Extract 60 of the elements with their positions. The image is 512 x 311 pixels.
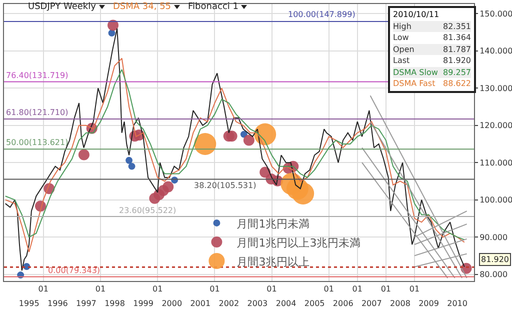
ref-line-label: 23.60(95.522) — [119, 206, 176, 215]
annotation: High — [393, 20, 412, 32]
y-tick-label: 80.000 — [480, 270, 508, 280]
annotation: Last — [393, 55, 410, 66]
x2-tick-label: 2010 — [447, 299, 468, 308]
x-tick-label: 01 — [409, 284, 420, 294]
annotation: 81.920 — [443, 55, 471, 66]
y-tick-label: 150.000 — [480, 9, 512, 18]
x-tick-label: 01 — [152, 284, 163, 294]
x-tick-label: 01 — [210, 284, 220, 294]
x-tick-label: 01 — [352, 284, 362, 294]
x2-tick-label: 2008 — [390, 299, 410, 308]
annotation: 2010/10/11 — [393, 9, 440, 20]
annotation: 81.787 — [443, 44, 471, 55]
x2-tick-label: 2001 — [190, 299, 211, 308]
x2-tick-label: 1999 — [133, 299, 154, 308]
x2-tick-label: 2004 — [276, 299, 296, 308]
legend-label: 月間1兆円未満 — [236, 217, 310, 230]
x2-tick-label: 2002 — [218, 299, 240, 308]
annotation: DSMA Fast — [393, 78, 436, 90]
x2-tick-label: 1996 — [48, 299, 68, 308]
y-tick-label: 100.000 — [480, 196, 512, 205]
annotation: 81.364 — [443, 32, 471, 44]
legend-label: 月間1兆円以上3兆円未満 — [236, 236, 361, 250]
legend-label: 月間3兆円以上 — [236, 255, 310, 268]
ref-line-label: 38.20(105.531) — [194, 181, 256, 190]
x-tick-label: 01 — [324, 284, 334, 294]
x2-tick-label: 2003 — [247, 299, 268, 308]
y-tick-label: 90.000 — [480, 232, 508, 242]
annotation: 88.622 — [443, 78, 471, 90]
annotation: DSMA Slow — [393, 66, 438, 78]
annotation: 82.351 — [443, 20, 471, 32]
annotation: USDJPY Weekly — [28, 2, 96, 12]
ref-line-label: 0.00(79.343) — [48, 266, 100, 275]
x-tick-label: 01 — [380, 284, 392, 294]
annotation: DSMA 34, 55 — [112, 2, 172, 12]
annotation: Open — [393, 44, 414, 55]
x-tick-label: 01 — [266, 284, 277, 294]
x2-tick-label: 2005 — [304, 299, 325, 308]
ref-line-label: 81.920 — [481, 255, 509, 264]
x2-tick-label: 1997 — [76, 299, 96, 308]
x2-tick-label: 2009 — [418, 299, 439, 308]
x2-tick-label: 2000 — [162, 299, 182, 308]
ref-line-label: 50.00(113.621) — [6, 138, 68, 147]
y-tick-label: 120.000 — [480, 121, 512, 130]
x2-tick-label: 2006 — [332, 299, 354, 308]
ref-line-label: 76.40(131.719) — [6, 71, 68, 80]
y-tick-label: 110.000 — [480, 158, 512, 168]
y-tick-label: 130.000 — [480, 84, 512, 93]
ref-line-label: 61.80(121.710) — [6, 108, 68, 117]
ref-line-label: 100.00(147.899) — [288, 10, 356, 19]
x-tick-label: 01 — [38, 284, 48, 294]
x2-tick-label: 1998 — [104, 299, 125, 308]
y-tick-label: 140.000 — [480, 46, 512, 56]
x2-tick-label: 1995 — [18, 299, 40, 308]
annotation: Low — [393, 32, 409, 44]
x-tick-label: 01 — [95, 284, 106, 294]
annotation: 89.257 — [443, 66, 471, 78]
annotation: Fibonacci 1 — [188, 2, 238, 12]
x2-tick-label: 2007 — [361, 299, 382, 308]
